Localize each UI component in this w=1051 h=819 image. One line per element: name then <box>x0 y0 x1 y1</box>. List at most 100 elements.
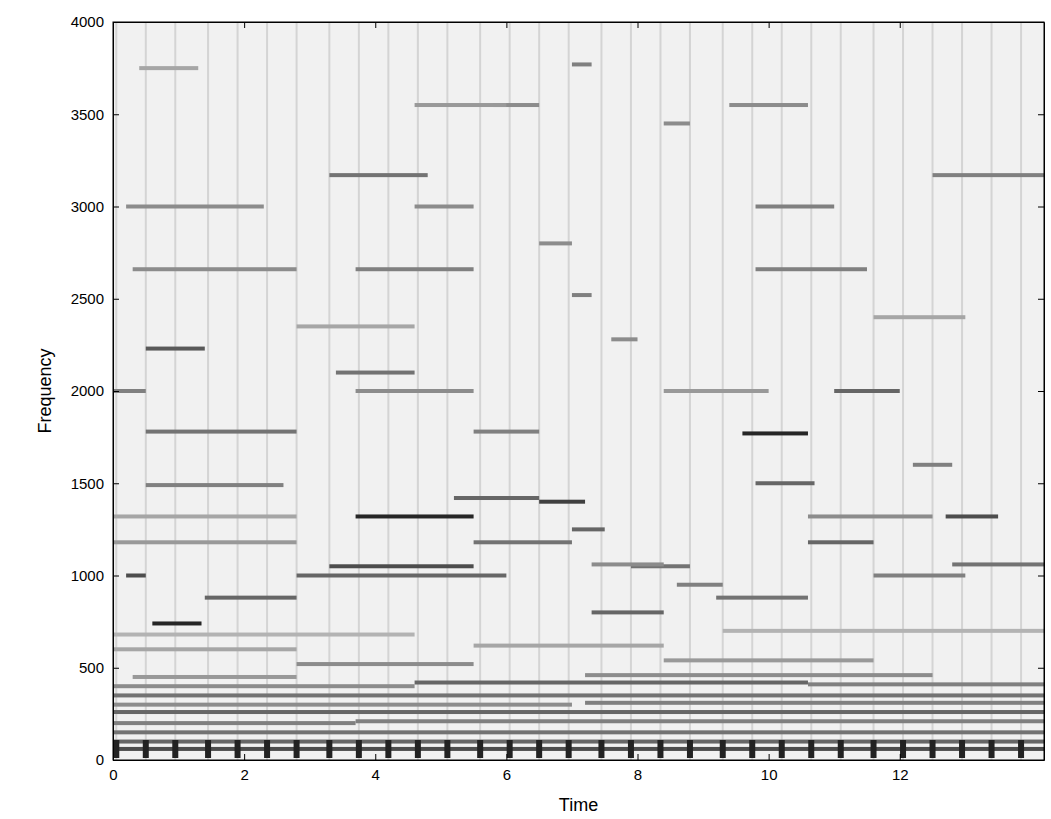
partial <box>205 596 297 600</box>
tick-label: 0 <box>109 766 117 783</box>
onset-blip <box>989 740 995 758</box>
onset-blip <box>536 740 542 758</box>
partial <box>592 562 664 566</box>
onset-line <box>781 22 783 760</box>
tick-mark <box>1038 483 1044 484</box>
tick <box>506 22 507 28</box>
tick <box>1038 391 1044 392</box>
y-axis: 05001000150020002500300035004000 <box>71 13 119 768</box>
tick: 3500 <box>71 106 119 123</box>
tick: 4000 <box>71 13 119 30</box>
tick-label: 6 <box>503 766 511 783</box>
partial <box>539 500 585 504</box>
partial <box>611 337 637 341</box>
tick <box>638 22 639 28</box>
onset-blip <box>900 740 906 758</box>
onset-line <box>630 22 632 760</box>
tick <box>1038 483 1044 484</box>
tick-label: 12 <box>892 766 909 783</box>
spectrogram-marks <box>113 22 1044 760</box>
partial <box>572 293 592 297</box>
partial <box>152 621 201 625</box>
partial <box>415 103 507 107</box>
tick <box>1038 299 1044 300</box>
tick-label: 1000 <box>71 567 104 584</box>
partial <box>756 205 835 209</box>
partial <box>139 66 198 70</box>
partial <box>572 62 592 66</box>
partial <box>677 583 723 587</box>
onset-line <box>509 22 511 760</box>
tick: 1000 <box>71 567 119 584</box>
tick: 4 <box>372 754 380 783</box>
onset-line <box>479 22 481 760</box>
partial <box>126 205 264 209</box>
tick <box>1038 114 1044 115</box>
partial <box>113 684 415 688</box>
onset-blip <box>415 740 421 758</box>
partial <box>336 371 415 375</box>
onset-blip <box>143 740 149 758</box>
partial <box>756 267 867 271</box>
chart: 0246810120500100015002000250030003500400… <box>0 0 1051 819</box>
onset-blip <box>205 740 211 758</box>
partial <box>297 574 507 578</box>
tick-mark <box>113 668 119 669</box>
tick-mark <box>113 207 119 208</box>
partial <box>664 121 690 125</box>
x-axis-top <box>114 22 1045 28</box>
tick-label: 3500 <box>71 106 104 123</box>
tick <box>244 22 245 28</box>
tick-label: 4 <box>372 766 380 783</box>
partial <box>723 629 1044 633</box>
tick <box>375 22 376 28</box>
onset-blip <box>172 740 178 758</box>
tick-mark <box>113 576 119 577</box>
onset-blip <box>628 740 634 758</box>
partial <box>113 514 297 518</box>
partial <box>297 662 474 666</box>
tick: 3000 <box>71 198 119 215</box>
tick-mark <box>244 754 245 760</box>
partial <box>874 315 966 319</box>
onset-blip <box>477 740 483 758</box>
onset-line <box>538 22 540 760</box>
partial <box>297 324 415 328</box>
onset-line <box>659 22 661 760</box>
tick-mark <box>375 754 376 760</box>
tick: 10 <box>761 754 778 783</box>
tick-mark <box>113 391 119 392</box>
onset-line <box>568 22 570 760</box>
tick-label: 8 <box>634 766 642 783</box>
tick <box>1038 668 1044 669</box>
onset-blip <box>749 740 755 758</box>
tick-label: 2000 <box>71 382 104 399</box>
onset-blip <box>113 740 119 758</box>
partial <box>756 481 815 485</box>
plot-background <box>113 22 1044 760</box>
onset-blip <box>959 740 965 758</box>
partial <box>146 483 284 487</box>
onset-blip <box>326 740 332 758</box>
partial <box>113 703 572 707</box>
tick <box>900 22 901 28</box>
tick-mark <box>244 22 245 28</box>
x-axis: 024681012 <box>109 754 1044 783</box>
tick: 2000 <box>71 382 119 399</box>
tick <box>769 22 770 28</box>
tick: 8 <box>634 754 642 783</box>
tick-label: 3000 <box>71 198 104 215</box>
partial <box>874 574 966 578</box>
onset-blip <box>444 740 450 758</box>
tick-mark <box>113 299 119 300</box>
tick: 6 <box>503 754 511 783</box>
tick-mark <box>638 754 639 760</box>
x-axis-title: Time <box>559 795 598 815</box>
onset-blip <box>566 740 572 758</box>
partial <box>146 347 205 351</box>
partial <box>356 514 474 518</box>
partial <box>113 730 1044 734</box>
partial <box>126 574 146 578</box>
onset-blip <box>507 740 513 758</box>
onset-blip <box>687 740 693 758</box>
